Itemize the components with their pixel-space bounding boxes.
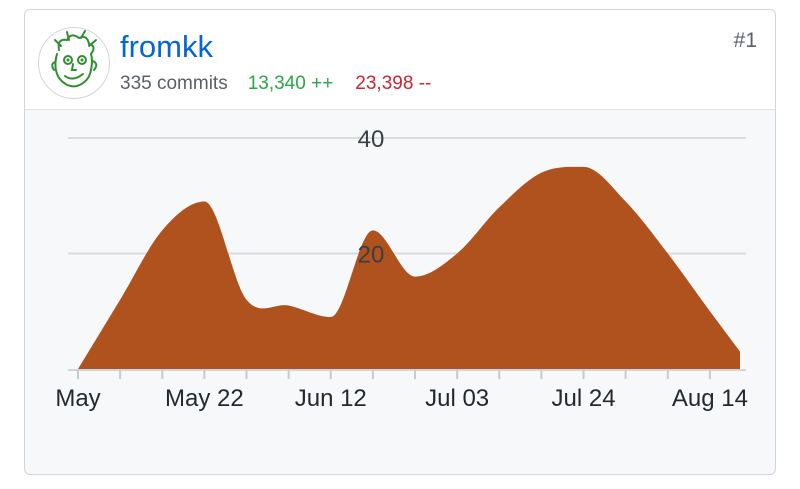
contribution-stats: 335 commits 13,340 ++ 23,398 -- xyxy=(120,72,431,96)
y-tick-label: 40 xyxy=(358,126,385,153)
avatar[interactable] xyxy=(38,27,110,99)
additions-count: 13,340 ++ xyxy=(247,73,334,94)
avatar-sketch-face-icon xyxy=(51,30,98,88)
x-tick-label: Jul 03 xyxy=(425,385,489,412)
x-tick-label: May xyxy=(55,385,100,412)
x-tick-label: Jul 24 xyxy=(552,385,616,412)
commits-count[interactable]: 335 commits xyxy=(120,73,228,94)
rank-badge: #1 xyxy=(733,29,757,52)
commits-area-series xyxy=(78,166,740,369)
y-tick-label: 20 xyxy=(358,242,385,269)
x-tick-label: Jun 12 xyxy=(295,385,367,412)
username-link[interactable]: fromkk xyxy=(120,29,213,64)
x-tick-label: May 22 xyxy=(165,385,244,412)
deletions-count: 23,398 -- xyxy=(355,73,432,94)
contributor-header: fromkk 335 commits 13,340 ++ 23,398 -- #1 xyxy=(25,10,775,110)
x-tick-label: Aug 14 xyxy=(672,385,748,412)
